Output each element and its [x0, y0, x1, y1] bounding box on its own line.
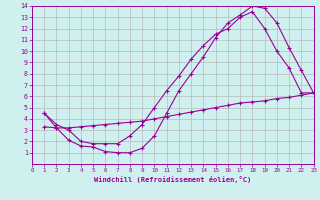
- X-axis label: Windchill (Refroidissement éolien,°C): Windchill (Refroidissement éolien,°C): [94, 176, 252, 183]
